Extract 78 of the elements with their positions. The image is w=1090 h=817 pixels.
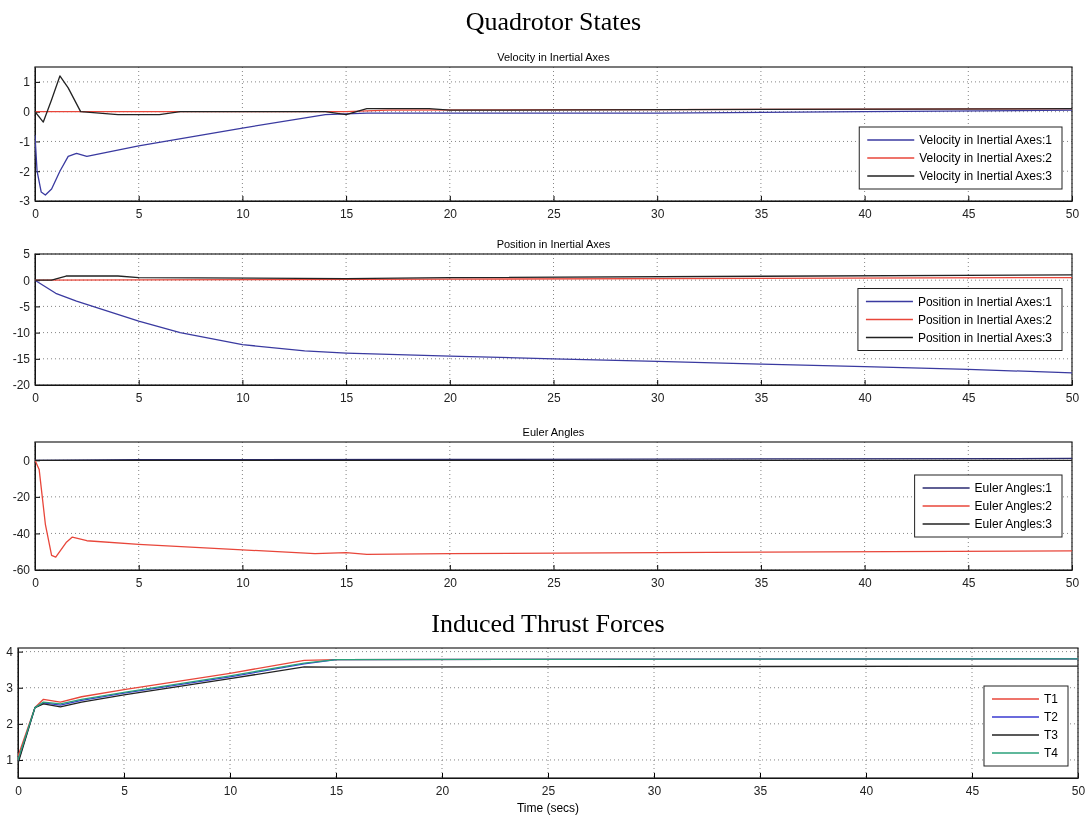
x-tick-label: 20 [443,575,458,590]
x-tick-label: 25 [547,575,561,590]
x-tick-label: 25 [547,206,561,221]
legend-label: Velocity in Inertial Axes:3 [919,169,1053,183]
y-tick-label: 2 [6,717,14,732]
y-tick-label: 0 [23,453,31,468]
x-tick-label: 15 [339,206,354,221]
x-tick-label: 10 [236,575,250,590]
x-tick-label: 5 [135,390,143,405]
chart-subtitle: Velocity in Inertial Axes [497,51,611,63]
x-tick-label: 15 [329,783,344,798]
x-tick-label: 45 [965,783,980,798]
y-tick-label: 1 [23,75,31,90]
x-tick-label: 35 [753,783,768,798]
x-tick-label: 25 [541,783,556,798]
y-tick-label: 5 [23,247,31,262]
x-axis-title: Time (secs) [516,801,580,815]
legend-label: Euler Angles:3 [974,517,1053,531]
x-tick-label: 10 [223,783,238,798]
legend-label: Position in Inertial Axes:2 [917,312,1053,327]
legend-label: Velocity in Inertial Axes:1 [919,133,1053,147]
x-tick-label: 40 [858,390,873,405]
legend-label: Euler Angles:1 [974,481,1053,495]
x-tick-label: 45 [962,206,976,221]
legend-label: T4 [1043,746,1059,760]
y-tick-label: 4 [6,644,14,659]
x-tick-label: 30 [647,783,662,798]
x-tick-label: 35 [754,206,769,221]
chart-title: Euler Angles [522,426,585,438]
x-tick-label: 15 [339,575,354,590]
x-tick-label: 40 [858,575,873,590]
y-tick-label: 0 [23,273,31,288]
y-tick-label: 0 [23,105,31,120]
y-tick-label: -5 [19,299,31,314]
x-tick-label: 40 [859,783,874,798]
x-tick-label: 30 [651,575,665,590]
x-tick-label: 25 [547,390,561,405]
chart-title: Position in Inertial Axes [496,238,611,250]
x-tick-label: 5 [135,206,143,221]
y-tick-label: -20 [12,378,31,393]
x-tick-label: 40 [858,206,873,221]
y-tick-label: 3 [6,681,14,696]
x-tick-label: 50 [1065,390,1080,405]
x-tick-label: 20 [443,206,458,221]
x-tick-label: 30 [651,206,665,221]
x-tick-label: 5 [121,783,129,798]
y-tick-label: -60 [12,563,31,578]
x-tick-label: 5 [135,575,143,590]
x-tick-label: 10 [236,206,250,221]
chart-title: Induced Thrust Forces [431,609,665,638]
x-tick-label: 50 [1071,783,1086,798]
legend-label: T3 [1043,728,1059,742]
y-tick-label: -1 [19,134,31,149]
x-tick-label: 50 [1065,575,1080,590]
x-tick-label: 35 [754,390,769,405]
legend-label: Position in Inertial Axes:1 [917,294,1053,309]
legend-label: Euler Angles:2 [974,499,1053,513]
x-tick-label: 50 [1065,206,1080,221]
legend-label: Position in Inertial Axes:3 [917,330,1053,345]
legend-label: Velocity in Inertial Axes:2 [919,151,1053,165]
chart-title: Quadrotor States [465,7,642,36]
x-tick-label: 10 [236,390,250,405]
y-tick-label: -20 [12,490,31,505]
x-tick-label: 20 [435,783,450,798]
x-tick-label: 30 [651,390,665,405]
legend-label: T1 [1043,692,1059,706]
y-tick-label: -3 [19,194,31,209]
y-tick-label: 1 [6,753,14,768]
x-tick-label: 35 [754,575,769,590]
y-tick-label: -15 [12,352,31,367]
x-tick-label: 45 [962,390,976,405]
x-tick-label: 15 [339,390,354,405]
legend-label: T2 [1043,710,1059,724]
y-tick-label: -2 [19,164,31,179]
y-tick-label: -40 [12,526,31,541]
x-tick-label: 45 [962,575,976,590]
x-tick-label: 20 [443,390,458,405]
y-tick-label: -10 [12,325,31,340]
